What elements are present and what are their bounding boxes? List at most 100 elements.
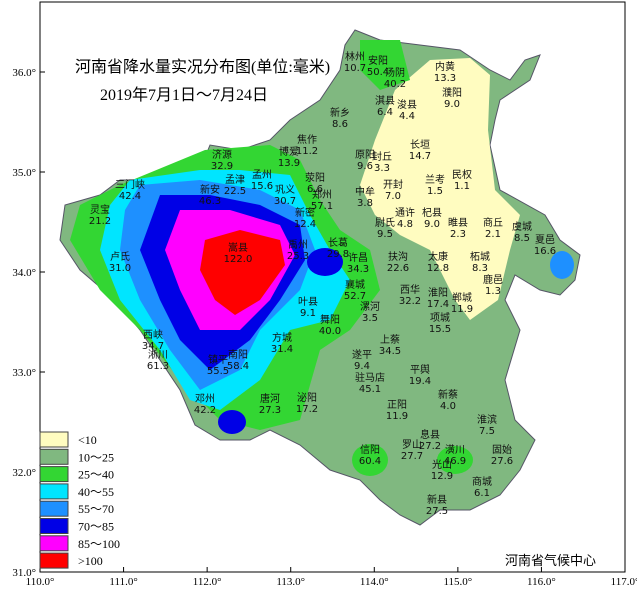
station-value: 40.0 (319, 326, 341, 337)
station-name: 新县 (427, 493, 447, 506)
station-name: 巩义 (275, 184, 295, 196)
station-name: 息县 (420, 428, 440, 441)
station-name: 郸城 (452, 291, 472, 304)
station-value: 17.2 (296, 404, 318, 415)
station-value: 25.3 (287, 251, 309, 262)
station-value: 22.6 (387, 263, 409, 274)
station-value: 34.3 (347, 264, 369, 275)
legend-swatch (39, 483, 69, 500)
station-value: 11.2 (296, 146, 318, 157)
station-name: 柘城 (470, 250, 490, 263)
station-value: 15.5 (429, 324, 451, 335)
station-value: 42.2 (194, 405, 216, 416)
station-name: 淇县 (375, 95, 395, 107)
station-name: 三门峡 (115, 178, 145, 191)
y-tick-label: 33.0° (12, 367, 36, 379)
station-value: 27.6 (491, 456, 513, 467)
station-value: 31.4 (271, 344, 293, 355)
station-name: 汤阴 (385, 66, 405, 79)
station-value: 13.9 (278, 158, 300, 169)
credit: 河南省气候中心 (505, 553, 596, 569)
station-value: 32.9 (211, 161, 233, 172)
station-value: 32.2 (399, 296, 421, 307)
station-name: 淮阳 (428, 287, 448, 299)
station-name: 罗山 (402, 439, 422, 451)
x-tick-label: 113.0° (276, 576, 305, 588)
station-name: 嵩县 (228, 242, 248, 254)
station-name: 长垣 (410, 139, 430, 151)
x-tick-label: 115.0° (443, 576, 472, 588)
station-value: 27.2 (419, 441, 441, 452)
station-name: 漯河 (360, 301, 380, 313)
legend-swatch (39, 535, 69, 552)
station-value: 12.9 (431, 471, 453, 482)
station-name: 睢县 (448, 216, 468, 229)
station-name: 南阳 (228, 348, 248, 361)
station-name: 固始 (492, 443, 512, 456)
legend-swatch (39, 552, 69, 569)
station-value: 3.3 (374, 163, 390, 174)
station-value: 1.5 (427, 186, 443, 197)
x-tick-label: 112.0° (193, 576, 222, 588)
legend-label: 85～100 (78, 537, 120, 551)
station-value: 58.4 (227, 361, 249, 372)
station-name: 平舆 (410, 363, 430, 376)
y-tick-label: 32.0° (12, 467, 36, 479)
station-value: 9.5 (377, 229, 393, 240)
station-name: 邓州 (195, 393, 215, 405)
station-name: 新安 (200, 183, 220, 196)
station-value: 13.3 (434, 73, 456, 84)
station-value: 21.2 (89, 216, 111, 227)
station-value: 30.7 (274, 196, 296, 207)
station-value: 9.4 (354, 361, 370, 372)
station-value: 12.4 (294, 219, 316, 230)
station-value: 9.6 (357, 161, 373, 172)
x-tick-label: 114.0° (360, 576, 389, 588)
station-name: 太康 (428, 250, 448, 263)
station-value: 31.0 (109, 263, 131, 274)
station-name: 尉氏 (375, 216, 395, 229)
station-value: 46.9 (444, 456, 466, 467)
title: 河南省降水量实况分布图(单位:毫米) (75, 57, 330, 76)
station-value: 27.5 (426, 506, 448, 517)
station-name: 浚县 (397, 98, 417, 111)
station-value: 22.5 (224, 186, 246, 197)
station-name: 焦作 (297, 133, 317, 146)
station-name: 安阳 (368, 54, 388, 67)
station-value: 15.6 (251, 181, 273, 192)
station-value: 122.0 (224, 254, 253, 265)
station-name: 夏邑 (535, 234, 555, 246)
station-value: 2.1 (485, 229, 501, 240)
station-name: 上蔡 (380, 333, 400, 346)
station-name: 灵宝 (90, 203, 110, 216)
legend-label: 70～85 (78, 520, 114, 534)
station-value: 1.3 (485, 286, 501, 297)
station-name: 济源 (212, 148, 232, 161)
station-name: 淅川 (148, 349, 168, 361)
station-value: 16.6 (534, 246, 556, 257)
station-value: 4.4 (399, 111, 415, 122)
station-value: 27.7 (401, 451, 423, 462)
station-value: 4.0 (440, 401, 456, 412)
station-name: 郑州 (312, 188, 332, 201)
x-tick-label: 110.0° (26, 576, 55, 588)
station-value: 57.1 (311, 201, 333, 212)
station-name: 商城 (472, 475, 492, 488)
legend-label: <10 (78, 433, 97, 447)
station-name: 唐河 (260, 392, 280, 405)
station-value: 7.0 (385, 191, 401, 202)
station-name: 西峡 (143, 328, 163, 341)
legend-swatch (39, 518, 69, 534)
station-value: 3.8 (357, 198, 373, 209)
legend-label: >100 (78, 554, 103, 568)
station-name: 舞阳 (320, 314, 340, 326)
y-tick-label: 34.0° (12, 267, 36, 279)
station-name: 西华 (400, 283, 420, 296)
station-value: 10.7 (344, 63, 366, 74)
station-value: 61.3 (147, 361, 169, 372)
station-value: 34.5 (379, 346, 401, 357)
station-value: 45.1 (359, 384, 381, 395)
station-value: 14.7 (409, 151, 431, 162)
station-name: 内黄 (435, 60, 455, 73)
station-name: 泌阳 (297, 391, 317, 404)
